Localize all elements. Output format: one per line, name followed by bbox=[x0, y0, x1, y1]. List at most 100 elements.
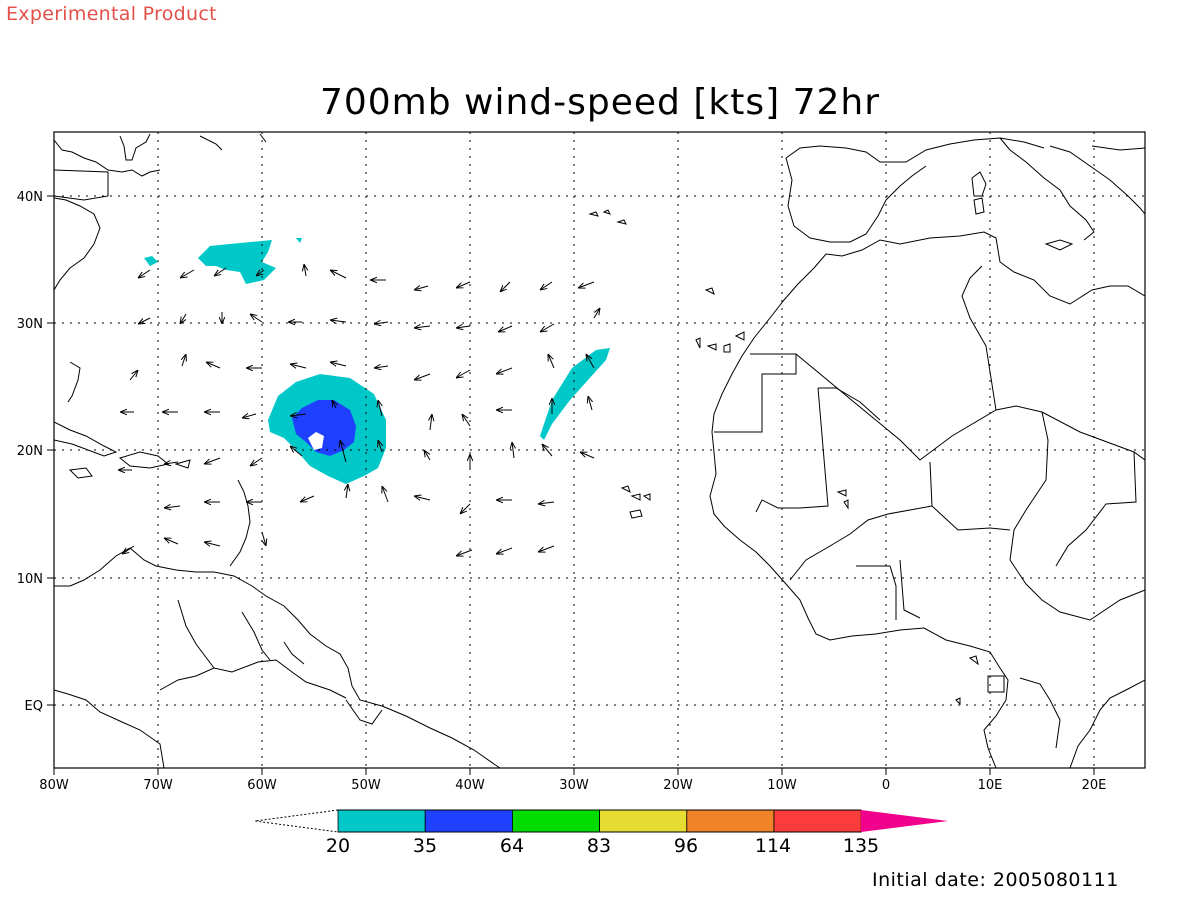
wind-vector-arrow bbox=[204, 457, 221, 464]
wind-vector-arrow bbox=[330, 270, 347, 279]
wind-vector-arrow bbox=[330, 320, 347, 322]
wind-vector-arrow bbox=[214, 267, 227, 276]
wind-vector-arrow bbox=[456, 326, 471, 328]
wind-vector-arrow bbox=[424, 450, 431, 461]
wind-vector-arrow bbox=[498, 325, 513, 332]
lat-tick-label: 40N bbox=[17, 190, 43, 205]
wind-vector-arrow bbox=[138, 269, 151, 278]
wind-vector-arrow bbox=[460, 503, 471, 514]
colorbar-box bbox=[424, 809, 513, 833]
wind-vector-arrow bbox=[456, 369, 471, 378]
wind-vector-arrow bbox=[578, 281, 595, 288]
lon-tick-label: 40W bbox=[455, 778, 485, 793]
wind-contour-20kt-central bbox=[540, 348, 610, 440]
wind-vector-arrow bbox=[164, 462, 179, 464]
wind-vector-arrow bbox=[586, 354, 595, 369]
colorbar-box bbox=[773, 809, 862, 833]
wind-vector-arrow bbox=[290, 414, 307, 416]
wind-vector-arrow bbox=[340, 440, 347, 463]
lon-tick-labels: 80W 70W 60W 50W 40W 30W 20W 10W 0 10E 20… bbox=[39, 778, 1106, 793]
lon-tick-label: 20W bbox=[663, 778, 693, 793]
wind-vector-arrow bbox=[414, 373, 431, 380]
colorbar-box bbox=[599, 809, 688, 833]
wind-vector-arrow bbox=[496, 367, 513, 374]
wind-vector-arrow bbox=[414, 326, 431, 328]
lon-tick-label: 30W bbox=[559, 778, 589, 793]
wind-vector-arrow bbox=[332, 400, 336, 409]
wind-vector-arrow bbox=[374, 366, 389, 368]
experimental-product-label: Experimental Product bbox=[6, 3, 217, 25]
colorbar-label: 83 bbox=[587, 835, 611, 857]
wind-vector-arrow bbox=[456, 549, 473, 556]
wind-vector-arrow bbox=[204, 542, 221, 546]
lon-tick-label: 20E bbox=[1082, 778, 1107, 793]
wind-vector-arrow bbox=[500, 281, 511, 292]
wind-vector-arrow bbox=[122, 545, 135, 554]
lat-tick-label: 30N bbox=[17, 317, 43, 332]
lat-tick-label: EQ bbox=[25, 699, 43, 714]
coastlines bbox=[54, 133, 1145, 768]
wind-vector-arrow bbox=[538, 502, 555, 504]
colorbar-label: 96 bbox=[674, 835, 698, 857]
lon-tick-label: 70W bbox=[143, 778, 173, 793]
wind-vector-arrow bbox=[290, 446, 303, 457]
wind-vector-arrow bbox=[378, 440, 382, 453]
lon-tick-label: 50W bbox=[351, 778, 381, 793]
colorbar-under-arrow bbox=[254, 809, 339, 833]
wind-speed-shading bbox=[144, 238, 610, 484]
lat-tick-labels: 40N 30N 20N 10N EQ bbox=[17, 190, 43, 714]
lat-tick-label: 10N bbox=[17, 572, 43, 587]
wind-vector-arrow bbox=[378, 400, 382, 417]
wind-vector-arrow bbox=[540, 323, 555, 332]
colorbar-label: 135 bbox=[843, 835, 879, 857]
colorbar-boxes bbox=[337, 809, 862, 833]
wind-vector-arrow bbox=[382, 486, 389, 503]
lon-tick-label: 60W bbox=[247, 778, 277, 793]
wind-vector-arrow bbox=[496, 547, 513, 554]
wind-vector-arrow bbox=[542, 444, 553, 457]
wind-vector-arrow bbox=[430, 414, 432, 431]
wind-vector-arrow bbox=[250, 457, 263, 466]
wind-vector-arrow bbox=[138, 317, 151, 324]
lat-tick-label: 20N bbox=[17, 444, 43, 459]
wind-vector-arrow bbox=[414, 496, 431, 500]
colorbar-label: 64 bbox=[500, 835, 524, 857]
wind-vector-arrow bbox=[164, 506, 181, 508]
wind-vector-arrow bbox=[346, 484, 348, 499]
wind-vector-arrow bbox=[588, 396, 592, 411]
map-title: 700mb wind-speed [kts] 72hr bbox=[319, 82, 881, 123]
wind-vector-arrow bbox=[164, 538, 179, 545]
colorbar-label: 35 bbox=[413, 835, 437, 857]
wind-vector-arrow bbox=[290, 364, 307, 368]
wind-vector-arrow bbox=[540, 281, 553, 290]
wind-vector-arrow bbox=[180, 313, 187, 324]
wind-vector-arrow bbox=[414, 286, 429, 290]
axis-ticks bbox=[47, 195, 1095, 775]
colorbar-box bbox=[686, 809, 775, 833]
colorbar: 20 35 64 83 96 114 135 bbox=[254, 809, 948, 857]
lon-tick-label: 10E bbox=[978, 778, 1003, 793]
wind-vector-arrow bbox=[242, 414, 257, 418]
wind-vector-arrow bbox=[180, 269, 195, 278]
wind-vector-arrow bbox=[580, 452, 595, 459]
wind-vector-arrow bbox=[300, 495, 315, 502]
wind-vector-arrow bbox=[206, 362, 221, 369]
wind-vector-arrow bbox=[512, 442, 514, 459]
wind-vector-arrow bbox=[456, 281, 471, 288]
colorbar-box bbox=[337, 809, 426, 833]
wind-vector-arrow bbox=[304, 264, 306, 277]
colorbar-box bbox=[512, 809, 601, 833]
lon-tick-label: 0 bbox=[882, 778, 890, 793]
lat-lon-grid bbox=[54, 132, 1145, 768]
colorbar-label: 114 bbox=[755, 835, 791, 857]
wind-vector-arrow bbox=[182, 354, 186, 367]
wind-vector-arrow bbox=[256, 270, 265, 276]
wind-vector-arrow bbox=[250, 314, 263, 323]
wind-vector-arrow bbox=[330, 362, 347, 366]
wind-vector-arrow bbox=[374, 322, 389, 324]
wind-vector-arrow bbox=[262, 531, 266, 546]
initial-date: Initial date: 2005080111 bbox=[872, 869, 1119, 891]
map-content bbox=[54, 132, 1145, 768]
wind-vector-arrow bbox=[548, 354, 555, 369]
